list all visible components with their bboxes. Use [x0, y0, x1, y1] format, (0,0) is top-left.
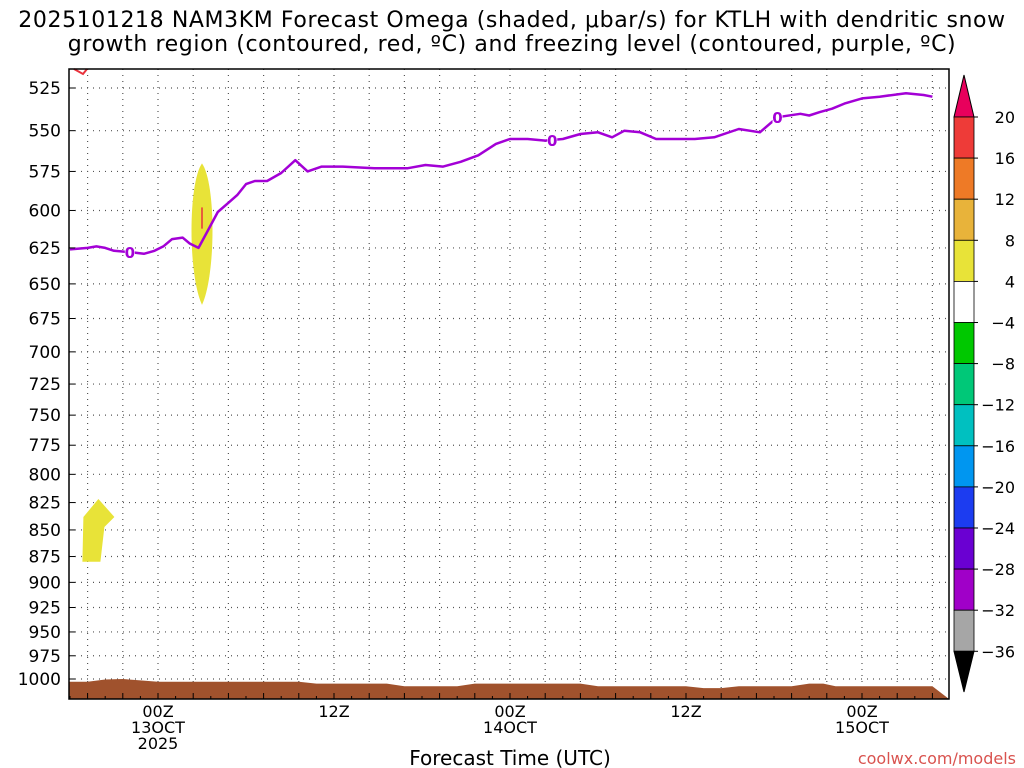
- x-tick-label: 15OCT: [835, 718, 889, 737]
- colorbar-segment: [953, 527, 975, 570]
- colorbar-segment: [953, 157, 975, 200]
- y-tick-label: 750: [29, 406, 61, 426]
- terrain-fill: [69, 679, 949, 699]
- y-tick-label: 700: [29, 343, 61, 363]
- colorbar-label: −8: [991, 355, 1015, 374]
- freezing-level-label-bg: [547, 131, 558, 148]
- y-tick-label: 950: [29, 623, 61, 643]
- y-tick-label: 550: [29, 122, 61, 142]
- y-tick-label: 600: [29, 201, 61, 221]
- y-tick-label: 850: [29, 521, 61, 541]
- y-tick-label: 1000: [18, 670, 61, 690]
- chart-title-line-2: growth region (contoured, red, ºC) and f…: [67, 32, 957, 57]
- y-tick-label: 625: [29, 239, 61, 259]
- y-tick-label: 800: [29, 465, 61, 485]
- freezing-level-label-bg: [124, 244, 135, 261]
- y-tick-label: 900: [29, 573, 61, 593]
- colorbar-label: 8: [1005, 231, 1015, 250]
- y-tick-label: 975: [29, 647, 61, 667]
- x-tick-label: 14OCT: [483, 718, 537, 737]
- colorbar-segment: [953, 322, 975, 364]
- y-tick-label: 825: [29, 494, 61, 514]
- omega-shading: [82, 163, 213, 562]
- colorbar-label: −36: [981, 642, 1015, 661]
- terrain-area: [69, 679, 949, 699]
- colorbar-segment: [953, 280, 975, 323]
- x-tick-label: 12Z: [318, 702, 349, 721]
- colorbar-segment: [953, 198, 975, 241]
- colorbar-segment: [953, 363, 975, 406]
- colorbar-segment: [953, 116, 975, 159]
- credit-text: coolwx.com/models: [858, 749, 1016, 768]
- colorbar-label: 16: [995, 149, 1015, 168]
- colorbar-label: −24: [981, 519, 1015, 538]
- y-tick-label: 575: [29, 162, 61, 182]
- y-tick-label: 775: [29, 436, 61, 456]
- colorbar-segment: [953, 486, 975, 529]
- y-axis-ticks: 525 550 575 600 625 650 675 700 725 750 775 800 825 8…: [18, 79, 75, 690]
- x-tick-label: 2025: [138, 734, 179, 753]
- x-axis-label: Forecast Time (UTC): [409, 746, 611, 768]
- x-tick-label: 13OCT: [131, 718, 185, 737]
- colorbar-segment: [953, 445, 975, 488]
- freezing-level-label: 0: [772, 109, 782, 127]
- freezing-level-label: 0: [547, 132, 557, 150]
- y-tick-label: 525: [29, 79, 61, 99]
- dgz-contour: [73, 68, 203, 229]
- colorbar-segment: [953, 404, 975, 447]
- colorbar-label: 12: [995, 190, 1015, 209]
- colorbar-label: −28: [981, 560, 1015, 579]
- chart-title-line-1: 2025101218 NAM3KM Forecast Omega (shaded…: [18, 8, 1006, 33]
- colorbar-label: −4: [991, 314, 1015, 333]
- y-tick-label: 650: [29, 275, 61, 295]
- colorbar: 20 16 12 8 4 −4 −8 −12 −16 −20 −24 −28 −32 −36: [953, 74, 1015, 693]
- colorbar-segment: [953, 568, 975, 611]
- y-tick-label: 675: [29, 310, 61, 330]
- colorbar-segment: [953, 609, 975, 652]
- colorbar-label: 4: [1005, 272, 1015, 291]
- y-tick-label: 725: [29, 375, 61, 395]
- omega-region-lower: [82, 498, 115, 562]
- colorbar-label: 20: [995, 108, 1015, 127]
- omega-region-upper: [191, 163, 213, 305]
- grid-lines: [69, 69, 949, 699]
- y-tick-label: 875: [29, 548, 61, 568]
- colorbar-label: −16: [981, 437, 1015, 456]
- dgz-contour-corner: [73, 68, 88, 76]
- freezing-level-line: [69, 91, 933, 256]
- x-tick-label: 00Z: [142, 702, 173, 721]
- freezing-level-label-bg: [772, 109, 783, 126]
- y-tick-label: 925: [29, 598, 61, 618]
- colorbar-segment: [953, 239, 975, 282]
- colorbar-label: −20: [981, 478, 1015, 497]
- colorbar-label: −32: [981, 601, 1015, 620]
- x-tick-label: 00Z: [846, 702, 877, 721]
- freezing-level-contour: 0 0 0: [69, 91, 933, 262]
- colorbar-label: −12: [981, 396, 1015, 415]
- x-tick-label: 00Z: [494, 702, 525, 721]
- colorbar-bottom-arrow: [953, 650, 975, 693]
- x-tick-label: 12Z: [670, 702, 701, 721]
- freezing-level-label: 0: [125, 244, 135, 262]
- colorbar-top-arrow: [953, 74, 975, 118]
